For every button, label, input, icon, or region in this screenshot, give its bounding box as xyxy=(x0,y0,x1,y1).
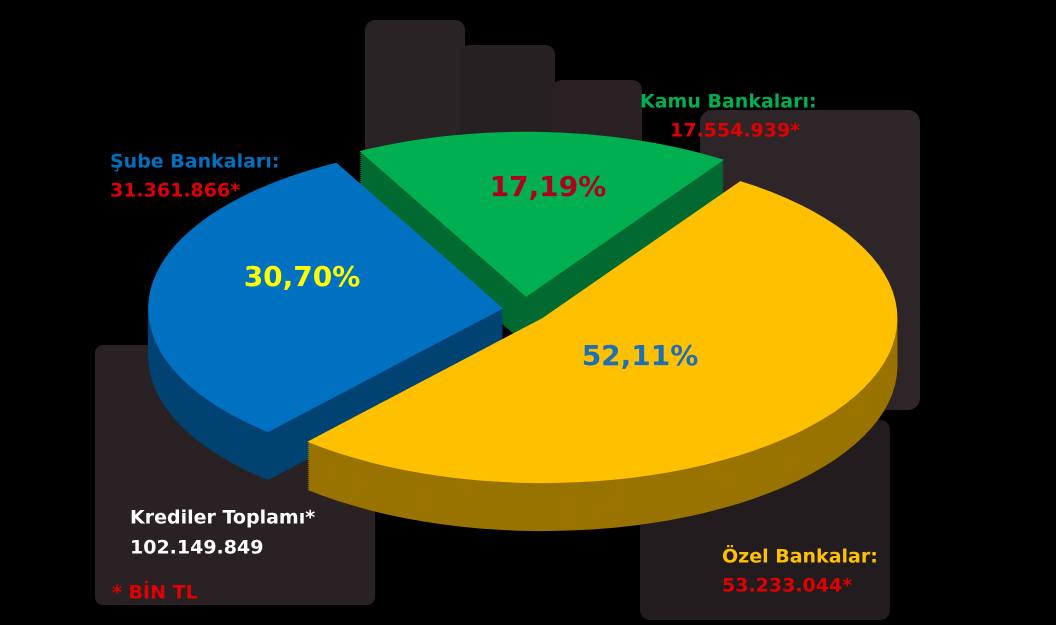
unit-note: * BİN TL xyxy=(112,580,198,604)
total-label: Krediler Toplamı* xyxy=(130,507,315,529)
slice xyxy=(359,131,724,297)
slice xyxy=(148,162,504,433)
amount-label: 53.233.044* xyxy=(722,575,852,597)
amount-label: 17.554.939* xyxy=(670,120,800,142)
category-label: Özel Bankalar: xyxy=(722,544,878,568)
category-label: Şube Bankaları: xyxy=(110,151,279,173)
total-value: 102.149.849 xyxy=(130,537,263,559)
slice xyxy=(307,181,898,484)
slice-label: 17,19% xyxy=(490,170,607,203)
slice-label: 30,70% xyxy=(244,260,361,293)
category-label: Kamu Bankaları: xyxy=(640,91,817,113)
amount-label: 31.361.866* xyxy=(110,180,240,202)
slice-label: 52,11% xyxy=(582,339,699,372)
